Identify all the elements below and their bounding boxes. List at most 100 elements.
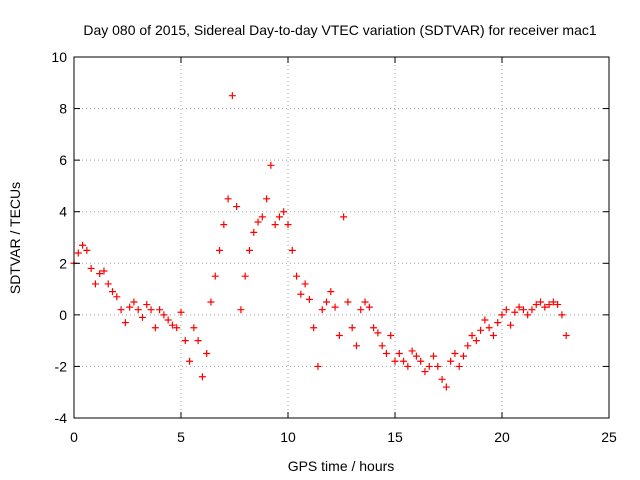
data-point [357,306,365,314]
data-point [293,272,301,280]
data-point [528,306,536,314]
data-point [207,298,215,306]
data-point [562,331,570,339]
data-point [96,270,104,278]
data-point [481,316,489,324]
data-point [233,203,241,211]
data-series [70,92,570,391]
data-point [237,306,245,314]
data-point [378,342,386,350]
data-point [412,352,420,360]
data-point [181,337,189,345]
data-point [117,306,125,314]
data-point [387,331,395,339]
data-point [168,321,176,329]
data-point [263,195,271,203]
data-point [220,221,228,229]
data-point [455,362,463,370]
data-point [310,324,318,332]
data-point [507,321,515,329]
data-point [177,308,185,316]
axis-ticks: 0 5 10 15 20 25 -4 -2 0 2 4 6 8 10 [51,49,617,445]
data-point [438,375,446,383]
data-point [541,303,549,311]
data-point [130,298,138,306]
data-point [494,319,502,327]
data-point [109,288,117,296]
data-point [340,213,348,221]
data-point [186,357,194,365]
chart-title: Day 080 of 2015, Sidereal Day-to-day VTE… [83,22,596,38]
data-point [216,246,224,254]
data-point [258,213,266,221]
data-point [79,241,87,249]
data-point [224,195,232,203]
data-point [87,264,95,272]
data-point [425,362,433,370]
data-point [160,311,168,319]
data-point [537,298,545,306]
y-axis-label: SDTVAR / TECUs [7,182,23,294]
data-point [344,298,352,306]
data-point [549,298,557,306]
data-point [498,311,506,319]
data-point [370,324,378,332]
plot-frame [73,56,610,419]
data-point [515,303,523,311]
data-point [138,313,146,321]
data-point [74,249,82,257]
y-tick-label: -4 [55,410,68,426]
data-point [288,246,296,254]
data-point [271,221,279,229]
data-point [194,337,202,345]
y-tick-label: 0 [59,307,67,323]
data-point [442,383,450,391]
data-point [365,303,373,311]
data-point [468,331,476,339]
data-point [352,342,360,350]
data-point [519,306,527,314]
data-point [404,362,412,370]
data-point [558,311,566,319]
data-point [190,324,198,332]
data-point [335,331,343,339]
data-point [400,357,408,365]
data-point [198,373,206,381]
data-point [164,316,172,324]
y-tick-label: 4 [59,204,67,220]
data-point [511,308,519,316]
x-axis-label: GPS time / hours [288,458,395,474]
data-point [417,357,425,365]
data-point [348,324,356,332]
grid [74,57,609,418]
y-tick-label: 10 [51,49,67,65]
data-point [305,295,313,303]
data-point [83,246,91,254]
data-point [464,342,472,350]
data-point [156,306,164,314]
x-tick-label: 25 [601,429,617,445]
data-point [254,218,262,226]
data-point [275,213,283,221]
x-tick-label: 0 [70,429,78,445]
data-point [485,324,493,332]
data-point [545,301,553,309]
data-point [421,368,429,376]
x-tick-label: 5 [177,429,185,445]
data-point [489,331,497,339]
data-point [151,324,159,332]
data-point [361,298,369,306]
data-point [554,301,562,309]
data-point [451,350,459,358]
data-point [134,306,142,314]
data-point [147,306,155,314]
data-point [331,303,339,311]
data-point [314,362,322,370]
data-point [203,350,211,358]
data-point [104,280,112,288]
data-point [284,221,292,229]
data-point [301,280,309,288]
data-point [267,161,275,169]
data-point [430,352,438,360]
